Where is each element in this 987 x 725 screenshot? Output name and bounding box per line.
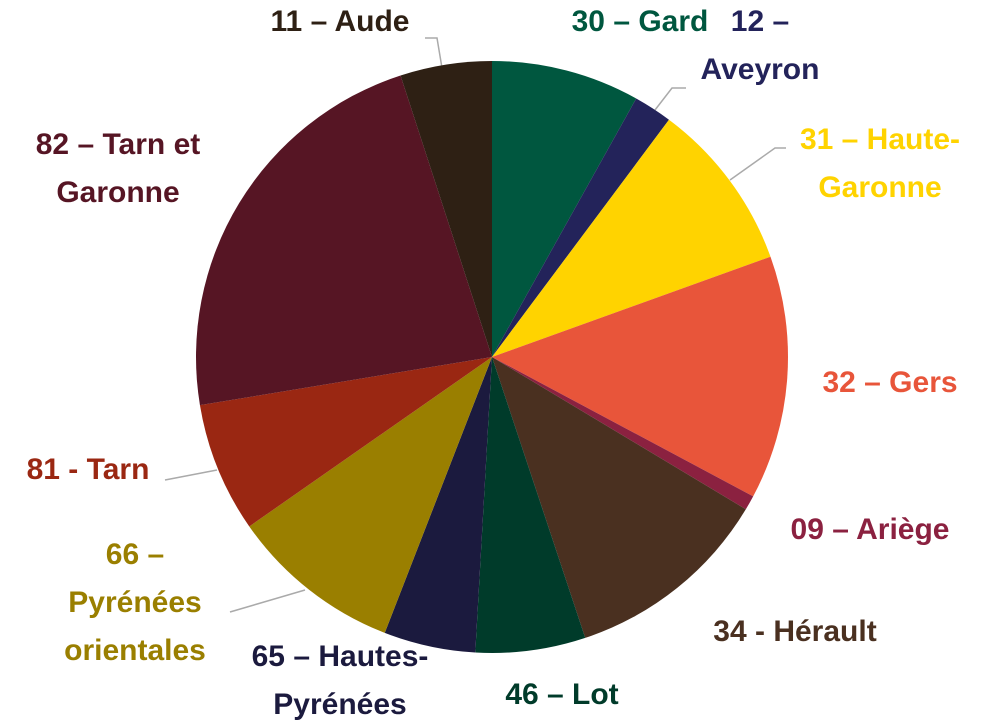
slice-label: 30 – Gard — [571, 5, 709, 38]
slice-label: 32 – Gers — [822, 366, 958, 399]
slice-label: 31 – Haute-Garonne — [799, 123, 961, 204]
slice-label: 81 - Tarn — [26, 453, 150, 486]
pie-slice — [196, 75, 493, 406]
pie-slice — [492, 357, 746, 638]
pie-slice — [492, 357, 754, 510]
leader-line — [729, 147, 786, 181]
leader-line — [229, 589, 306, 613]
pie-slice — [384, 357, 492, 653]
pie-slice — [492, 98, 669, 357]
slice-label: 82 – Tarn et Garonne — [35, 128, 201, 209]
pie-slice — [492, 61, 637, 357]
slice-label: 11 – Aude — [270, 5, 410, 38]
slice-label: 34 - Hérault — [713, 615, 877, 648]
leader-line — [425, 37, 443, 69]
slice-label: 46 – Lot — [505, 678, 619, 711]
slice-label: 12 – Aveyron — [700, 5, 820, 86]
slice-label: 09 – Ariège — [790, 513, 950, 546]
pie-slice — [400, 61, 492, 357]
slice-label: 65 – Hautes-Pyrénées — [251, 640, 429, 721]
pie-slice — [492, 256, 789, 497]
leader-line — [164, 469, 218, 481]
leader-line — [654, 87, 686, 111]
pie-slice — [475, 357, 586, 653]
pie-slice — [492, 119, 771, 357]
pie-slice — [199, 357, 492, 527]
pie-slice — [249, 357, 492, 633]
slice-label: 66 – Pyrénées orientales — [64, 538, 206, 667]
